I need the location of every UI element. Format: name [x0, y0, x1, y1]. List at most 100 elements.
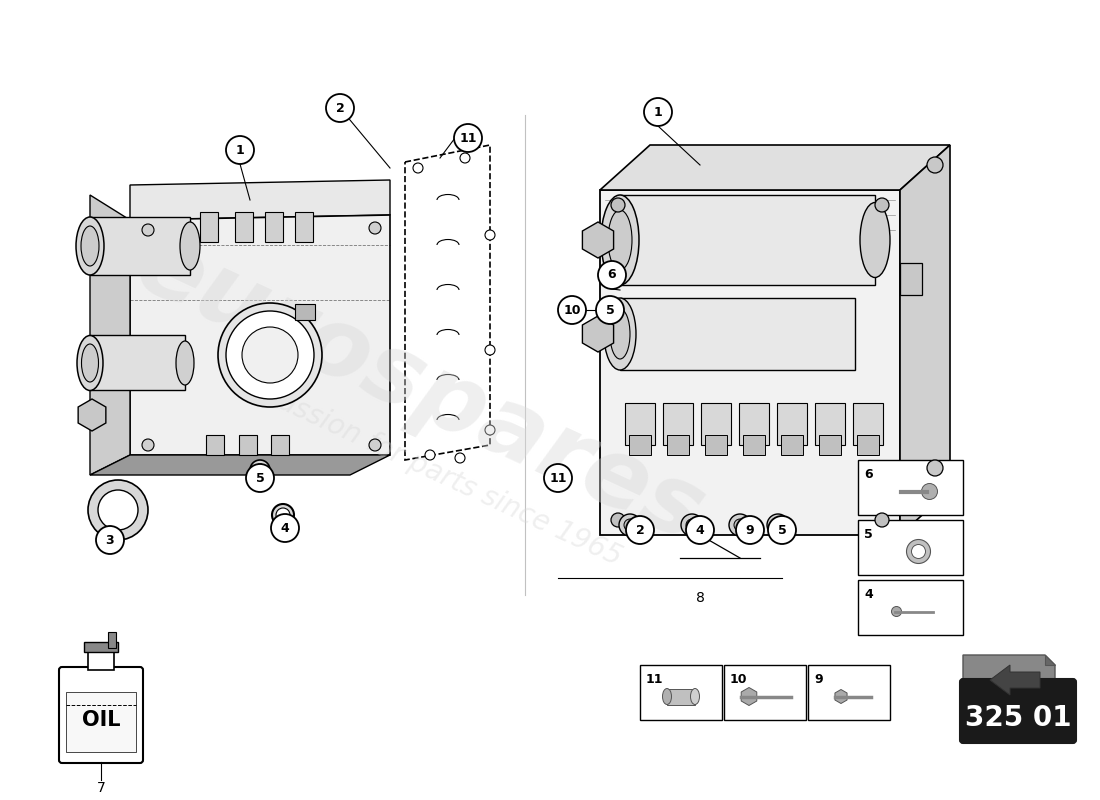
Text: 4: 4	[280, 522, 289, 534]
Circle shape	[455, 453, 465, 463]
Circle shape	[927, 460, 943, 476]
Circle shape	[425, 450, 435, 460]
Circle shape	[927, 157, 943, 173]
Circle shape	[912, 545, 925, 558]
Bar	[620, 298, 855, 370]
Text: 11: 11	[646, 673, 663, 686]
Circle shape	[88, 480, 148, 540]
Polygon shape	[900, 145, 950, 535]
Circle shape	[242, 327, 298, 383]
Circle shape	[485, 345, 495, 355]
Polygon shape	[90, 455, 390, 475]
Text: 11: 11	[460, 131, 476, 145]
Polygon shape	[90, 195, 130, 475]
Bar	[858, 460, 962, 515]
Text: 10: 10	[563, 303, 581, 317]
Circle shape	[544, 464, 572, 492]
Polygon shape	[600, 145, 950, 190]
Circle shape	[626, 516, 654, 544]
Circle shape	[142, 224, 154, 236]
Circle shape	[686, 519, 698, 531]
Bar	[625, 403, 654, 445]
Text: OIL: OIL	[81, 710, 120, 730]
Text: 5: 5	[778, 523, 786, 537]
Circle shape	[368, 439, 381, 451]
Circle shape	[558, 296, 586, 324]
Circle shape	[619, 514, 641, 536]
Bar	[701, 403, 732, 445]
Bar	[620, 195, 875, 285]
Bar	[777, 403, 807, 445]
Circle shape	[644, 98, 672, 126]
Ellipse shape	[601, 195, 639, 285]
Bar	[239, 435, 257, 455]
Text: 6: 6	[864, 468, 872, 481]
Bar	[667, 435, 689, 455]
Circle shape	[596, 296, 624, 324]
Polygon shape	[990, 665, 1040, 695]
Text: 4: 4	[864, 588, 872, 601]
Bar	[663, 403, 693, 445]
Bar	[271, 435, 289, 455]
Bar	[852, 403, 883, 445]
Bar	[667, 689, 695, 705]
Ellipse shape	[604, 298, 636, 370]
Bar	[739, 403, 769, 445]
Bar	[295, 212, 313, 242]
Circle shape	[412, 163, 424, 173]
Circle shape	[686, 516, 714, 544]
Bar	[781, 435, 803, 455]
Text: a passion for parts since 1965: a passion for parts since 1965	[234, 369, 626, 571]
Circle shape	[736, 516, 764, 544]
Circle shape	[276, 508, 290, 522]
Ellipse shape	[691, 689, 700, 705]
Circle shape	[768, 516, 796, 544]
Bar	[88, 652, 114, 670]
Circle shape	[874, 513, 889, 527]
Bar	[808, 665, 890, 720]
Circle shape	[610, 198, 625, 212]
Circle shape	[485, 230, 495, 240]
Circle shape	[681, 514, 703, 536]
FancyBboxPatch shape	[59, 667, 143, 763]
Text: 8: 8	[695, 591, 704, 605]
Text: 2: 2	[636, 523, 645, 537]
Text: 1: 1	[235, 143, 244, 157]
Ellipse shape	[176, 341, 194, 385]
Bar	[900, 263, 922, 295]
Bar	[820, 435, 842, 455]
Bar	[705, 435, 727, 455]
Text: 9: 9	[746, 523, 755, 537]
Polygon shape	[741, 687, 757, 706]
Circle shape	[326, 94, 354, 122]
Bar	[265, 212, 283, 242]
Bar	[857, 435, 879, 455]
Circle shape	[271, 514, 299, 542]
Ellipse shape	[860, 202, 890, 278]
Circle shape	[272, 504, 294, 526]
Polygon shape	[835, 690, 847, 703]
Circle shape	[906, 539, 931, 563]
Bar	[66, 692, 136, 752]
Polygon shape	[1045, 655, 1055, 665]
Polygon shape	[582, 316, 614, 352]
Circle shape	[734, 519, 746, 531]
Bar	[724, 665, 806, 720]
Ellipse shape	[81, 226, 99, 266]
Text: 1: 1	[653, 106, 662, 118]
Circle shape	[250, 460, 270, 480]
Circle shape	[598, 261, 626, 289]
Circle shape	[226, 136, 254, 164]
Circle shape	[246, 464, 274, 492]
Bar	[629, 435, 651, 455]
Circle shape	[610, 513, 625, 527]
Circle shape	[624, 519, 636, 531]
Text: 3: 3	[106, 534, 114, 546]
Bar	[206, 435, 224, 455]
Ellipse shape	[608, 210, 632, 270]
Text: 10: 10	[730, 673, 748, 686]
Bar	[742, 435, 764, 455]
Circle shape	[226, 311, 314, 399]
Text: 4: 4	[695, 523, 704, 537]
Text: 7: 7	[97, 781, 106, 795]
